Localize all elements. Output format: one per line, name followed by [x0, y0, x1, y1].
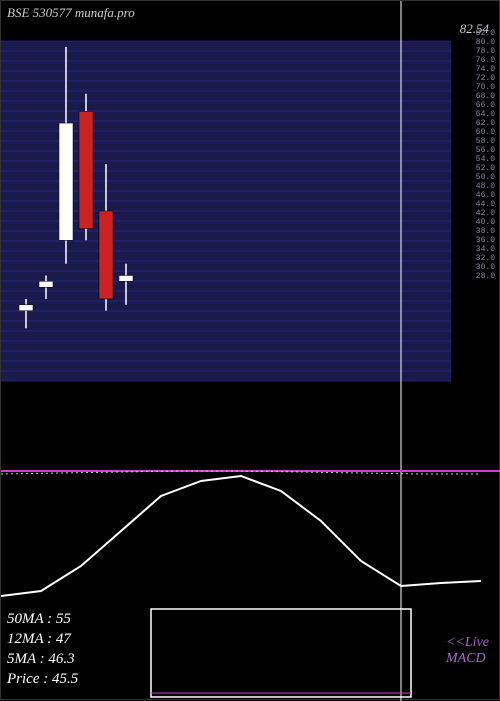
- macd-live-label: <<Live MACD: [446, 635, 489, 667]
- macd-live-line1: <<Live: [446, 635, 489, 651]
- exchange-label: BSE: [7, 5, 29, 20]
- stats-box: 50MA : 55 12MA : 47 5MA : 46.3 Price : 4…: [7, 609, 78, 689]
- symbol-label: 530577: [33, 5, 72, 20]
- price-label: Price : 45.5: [7, 669, 78, 689]
- ma12-label: 12MA : 47: [7, 629, 78, 649]
- ma5-label: 5MA : 46.3: [7, 649, 78, 669]
- chart-header: BSE 530577 munafa.pro: [7, 5, 135, 21]
- price-axis: 82.080.078.076.074.072.070.068.066.064.0…: [476, 29, 495, 281]
- chart-container: BSE 530577 munafa.pro 82.54 82.080.078.0…: [0, 0, 500, 700]
- ma50-label: 50MA : 55: [7, 609, 78, 629]
- macd-live-line2: MACD: [446, 651, 489, 667]
- chart-svg[interactable]: [1, 1, 500, 701]
- source-label: munafa.pro: [75, 5, 135, 20]
